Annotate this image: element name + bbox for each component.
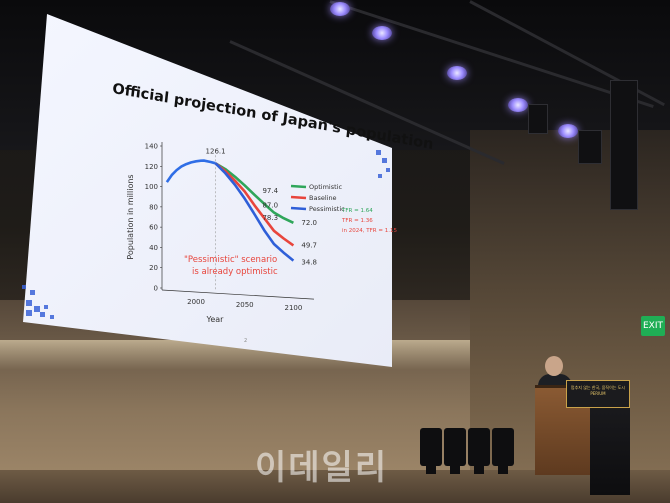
sign-tower — [590, 405, 630, 495]
chair — [444, 428, 466, 466]
podium-sign-line2: PERIUM — [590, 391, 606, 396]
y-tick-label: 80 — [149, 203, 158, 211]
exit-sign: EXIT — [641, 316, 665, 336]
slide-corner-pattern — [22, 150, 390, 319]
value-label: 87.0 — [262, 201, 278, 209]
stage-floor — [0, 470, 670, 503]
legend-label: Optimistic — [309, 183, 342, 191]
watermark: 이데일리 — [255, 448, 389, 488]
legend-swatch — [290, 184, 307, 189]
light-fixture — [578, 130, 602, 164]
chair — [492, 428, 514, 466]
y-tick-label: 60 — [149, 224, 158, 232]
legend-label: Pessimistic — [309, 205, 345, 213]
series-line — [214, 162, 295, 262]
tfr-note: TFR = 1.64 — [341, 208, 373, 214]
legend-swatch — [290, 195, 307, 200]
series-line — [214, 162, 294, 225]
tfr-note: TFR = 1.36 — [341, 218, 373, 224]
spotlight — [372, 26, 392, 40]
callout-line-1: "Pessimistic" scenario — [184, 255, 277, 265]
presenter-head — [545, 356, 563, 376]
light-fixture — [528, 104, 548, 134]
spotlight — [447, 66, 467, 80]
chair — [468, 428, 490, 466]
callout-line-2: is already optimistic — [192, 267, 278, 277]
y-tick-label: 0 — [154, 285, 158, 293]
spotlight — [330, 2, 350, 16]
y-tick-label: 100 — [145, 183, 158, 191]
legend-swatch — [290, 206, 307, 211]
value-label: 97.4 — [262, 187, 278, 195]
spotlight — [558, 124, 578, 138]
spotlight — [508, 98, 528, 112]
y-tick-label: 120 — [145, 163, 158, 171]
y-axis-label: Population in millions — [126, 174, 135, 259]
stage-light-strip — [0, 340, 470, 370]
series-line — [165, 159, 216, 183]
podium-sign: 멈추지 않는 한국, 움직이는 도시 PERIUM — [566, 380, 630, 408]
value-label: 34.8 — [301, 259, 317, 267]
value-label: 78.3 — [262, 214, 278, 222]
chair — [420, 428, 442, 466]
legend-label: Baseline — [309, 194, 337, 202]
y-tick-label: 40 — [149, 244, 158, 252]
speaker-array — [610, 80, 638, 210]
tfr-note: in 2024, TFR = 1.15 — [342, 228, 397, 234]
y-tick-label: 20 — [149, 264, 158, 272]
chair-row — [420, 428, 520, 480]
value-label: 72.0 — [301, 219, 317, 227]
value-label: 49.7 — [301, 241, 317, 249]
podium-sign-line1: 멈추지 않는 한국, 움직이는 도시 — [570, 385, 626, 390]
series-line — [214, 162, 295, 247]
x-axis — [161, 289, 315, 300]
